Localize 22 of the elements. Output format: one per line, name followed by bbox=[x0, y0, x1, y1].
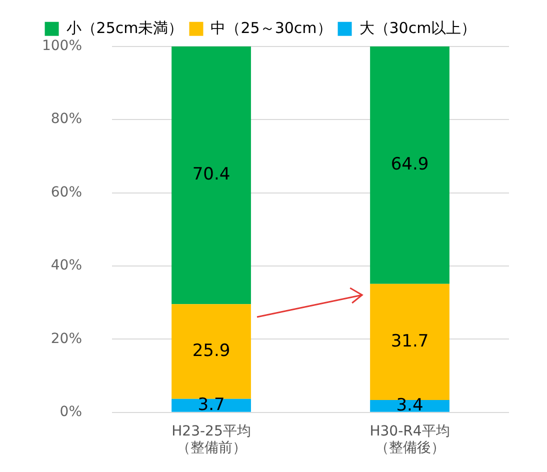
x-tick-label: H30-R4平均（整備後） bbox=[370, 423, 450, 456]
data-label: 3.7 bbox=[198, 394, 225, 415]
bar bbox=[370, 46, 450, 284]
data-label: 70.4 bbox=[192, 164, 230, 185]
data-label: 64.9 bbox=[390, 154, 429, 175]
bar bbox=[172, 398, 251, 412]
y-tick-label: 0% bbox=[60, 404, 82, 420]
y-tick-label: 100% bbox=[42, 38, 82, 54]
legend-label: 中（25～30cm） bbox=[210, 18, 332, 37]
legend-label: 大（30cm以上） bbox=[359, 18, 476, 37]
bar bbox=[172, 304, 251, 399]
data-label: 31.7 bbox=[390, 331, 429, 352]
data-label: 25.9 bbox=[192, 340, 230, 361]
bar bbox=[172, 46, 251, 304]
data-label: 3.4 bbox=[396, 395, 424, 416]
legend-label: 小（25cm未満） bbox=[66, 18, 184, 37]
y-tick-label: 60% bbox=[50, 184, 82, 200]
x-tick-label: H23-25平均（整備前） bbox=[172, 423, 251, 456]
y-tick-label: 80% bbox=[50, 111, 82, 128]
y-tick-label: 20% bbox=[50, 330, 82, 347]
y-tick-label: 40% bbox=[50, 258, 82, 274]
bar bbox=[370, 400, 450, 412]
